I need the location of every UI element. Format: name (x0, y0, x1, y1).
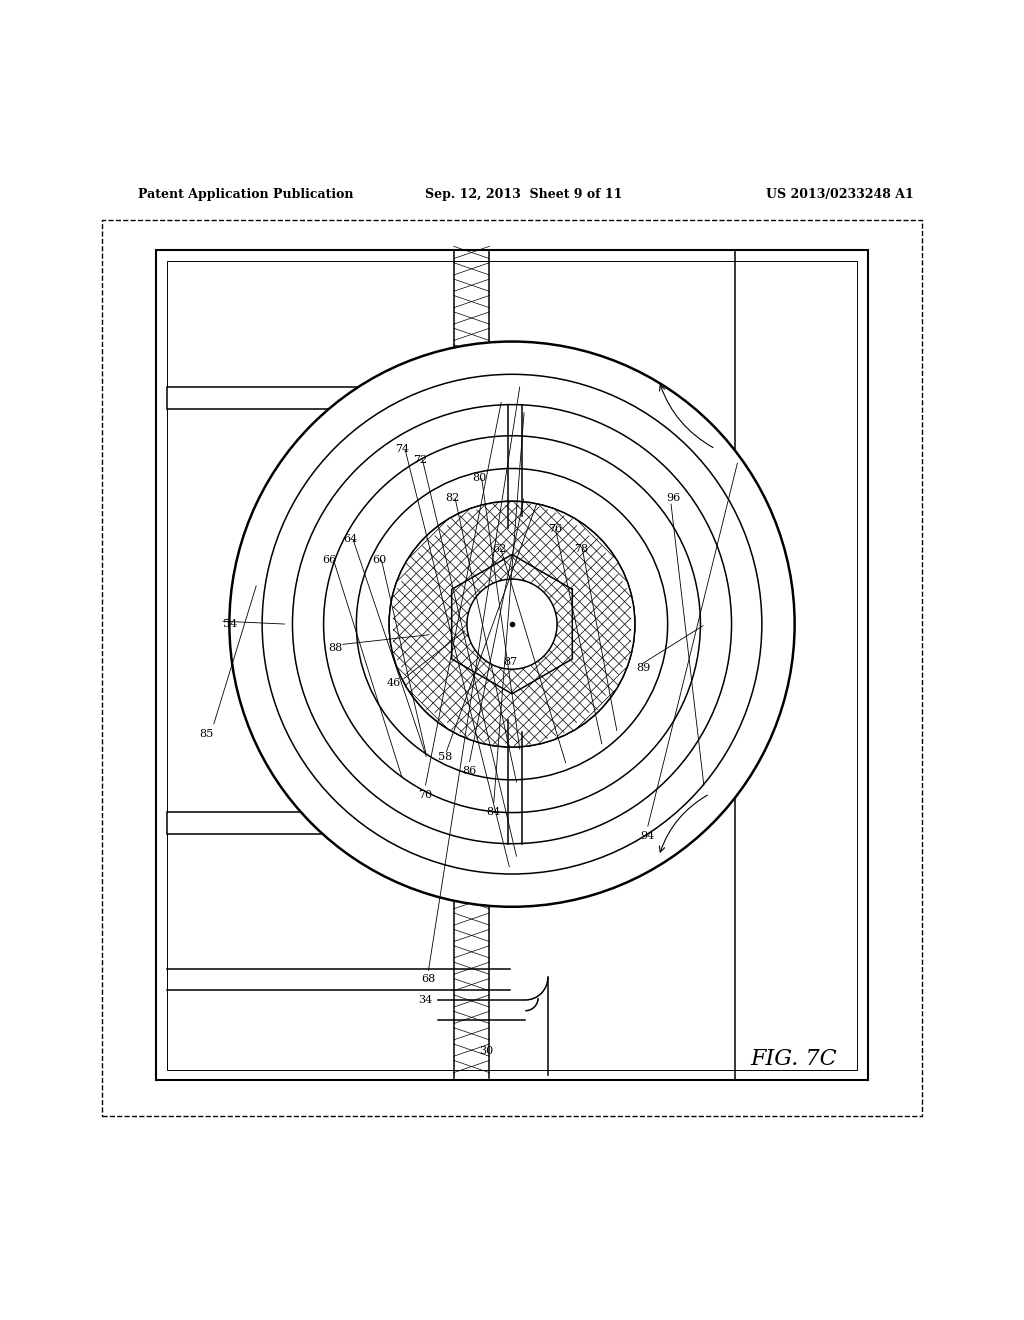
Circle shape (389, 502, 635, 747)
Bar (102, 219, 922, 1115)
Text: 80: 80 (472, 473, 486, 483)
Text: 58: 58 (438, 752, 453, 762)
Text: 84: 84 (486, 807, 501, 817)
Text: 76: 76 (548, 524, 562, 533)
Text: 96: 96 (667, 494, 681, 503)
Circle shape (293, 405, 731, 843)
Text: 89: 89 (636, 663, 650, 673)
Text: 62: 62 (493, 544, 507, 554)
Circle shape (229, 342, 795, 907)
Bar (167, 260, 857, 1069)
Text: Patent Application Publication: Patent Application Publication (138, 187, 353, 201)
Text: FIG. 7C: FIG. 7C (751, 1048, 837, 1071)
Bar (167, 387, 454, 409)
Text: 54: 54 (223, 619, 238, 630)
Circle shape (467, 579, 557, 669)
Text: Sep. 12, 2013  Sheet 9 of 11: Sep. 12, 2013 Sheet 9 of 11 (425, 187, 623, 201)
Circle shape (262, 375, 762, 874)
Text: 82: 82 (445, 494, 460, 503)
Text: 46: 46 (387, 677, 401, 688)
Text: 85: 85 (200, 729, 214, 739)
Text: 34: 34 (418, 995, 432, 1005)
Text: 70: 70 (418, 791, 432, 800)
Text: 94: 94 (640, 832, 654, 841)
Text: 74: 74 (395, 444, 410, 454)
Text: 64: 64 (343, 535, 357, 544)
Text: 86: 86 (462, 766, 476, 776)
Circle shape (356, 469, 668, 780)
Circle shape (229, 342, 795, 907)
Circle shape (324, 436, 700, 813)
Bar (167, 812, 454, 834)
Text: 30: 30 (479, 1047, 494, 1056)
Text: US 2013/0233248 A1: US 2013/0233248 A1 (766, 187, 913, 201)
Text: 60: 60 (372, 554, 386, 565)
Text: 78: 78 (574, 544, 589, 554)
Text: 66: 66 (323, 554, 337, 565)
Text: 68: 68 (421, 974, 435, 985)
Bar (156, 251, 868, 1080)
Text: 72: 72 (413, 455, 427, 466)
Text: 87: 87 (503, 657, 517, 667)
Circle shape (389, 502, 635, 747)
Text: 88: 88 (329, 643, 343, 652)
